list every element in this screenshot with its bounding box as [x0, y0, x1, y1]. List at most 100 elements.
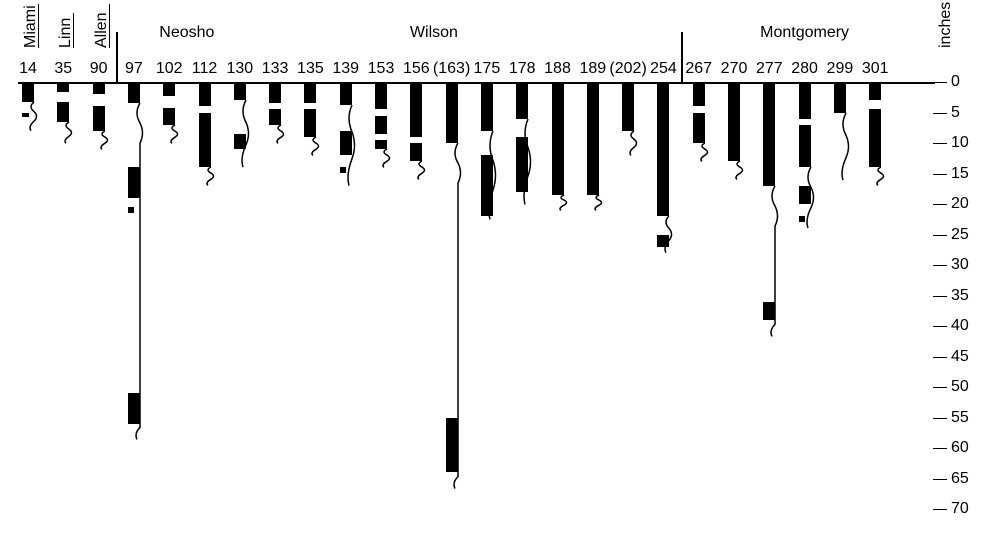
y-tick-label: 35	[951, 287, 969, 305]
column-tail	[193, 167, 217, 195]
column-number: 135	[297, 60, 324, 78]
column-tail	[298, 137, 322, 165]
region-label: Montgomery	[760, 24, 849, 42]
y-tick	[933, 387, 947, 388]
y-tick-label: 70	[951, 500, 969, 518]
column-tail	[828, 113, 852, 190]
y-tick	[933, 143, 947, 144]
coal-block	[304, 82, 316, 103]
column-number: 301	[862, 60, 889, 78]
coal-block	[128, 82, 140, 103]
y-tick	[933, 509, 947, 510]
y-tick	[933, 235, 947, 236]
y-tick-label: 60	[951, 439, 969, 457]
column-number: 175	[474, 60, 501, 78]
column-number: 156	[403, 60, 430, 78]
column-tail	[581, 195, 605, 220]
coal-block	[763, 82, 775, 186]
coal-block	[552, 82, 564, 195]
y-tick	[933, 296, 947, 297]
coal-block	[657, 82, 669, 216]
coal-block	[375, 82, 387, 109]
column-tail	[722, 161, 746, 189]
column-number: 280	[791, 60, 818, 78]
region-label: Wilson	[410, 24, 458, 42]
y-tick	[933, 174, 947, 175]
coal-block	[57, 82, 69, 92]
column-tail	[334, 105, 358, 196]
column-number: 14	[19, 60, 37, 78]
y-tick	[933, 204, 947, 205]
column-number: 189	[579, 60, 606, 78]
column-number: 112	[192, 60, 218, 78]
column-tail	[616, 131, 640, 165]
region-label: Miami	[22, 5, 40, 48]
stratigraphic-chart: inches 0510152025303540455055606570Miami…	[0, 0, 1000, 554]
column-number: 153	[368, 60, 395, 78]
coal-block	[93, 106, 105, 130]
y-tick-label: 40	[951, 317, 969, 335]
coal-block	[375, 140, 387, 149]
column-number: 133	[262, 60, 289, 78]
coal-block	[304, 109, 316, 136]
coal-block	[799, 125, 811, 168]
column-tail	[687, 143, 711, 171]
coal-block	[693, 113, 705, 144]
column-tail	[369, 149, 393, 177]
coal-block	[269, 109, 281, 124]
coal-block	[622, 82, 634, 131]
column-number: 35	[54, 60, 72, 78]
column-number: (163)	[433, 60, 470, 78]
y-tick-label: 55	[951, 409, 969, 427]
y-tick	[933, 265, 947, 266]
y-tick-label: 10	[951, 134, 969, 152]
region-label: Neosho	[159, 24, 214, 42]
coal-block	[340, 82, 352, 105]
region-label: Linn	[57, 18, 75, 48]
coal-block	[57, 102, 69, 122]
coal-block	[869, 82, 881, 100]
y-tick-label: 15	[951, 165, 969, 183]
column-number: 178	[509, 60, 536, 78]
column-tail	[863, 167, 887, 195]
baseline	[18, 82, 935, 84]
y-tick	[933, 479, 947, 480]
coal-block	[481, 82, 493, 131]
region-divider	[116, 32, 118, 82]
column-tail	[475, 131, 499, 229]
coal-block	[93, 82, 105, 94]
column-tail	[157, 125, 181, 153]
coal-block	[799, 82, 811, 119]
coal-block	[22, 82, 34, 102]
coal-block	[163, 82, 175, 96]
y-tick	[933, 326, 947, 327]
coal-block	[728, 82, 740, 161]
coal-block	[693, 82, 705, 106]
column-tail	[51, 122, 75, 153]
column-number: 270	[721, 60, 748, 78]
y-tick	[933, 418, 947, 419]
column-number: 188	[544, 60, 571, 78]
y-tick-label: 5	[951, 104, 960, 122]
column-tail	[228, 100, 252, 177]
column-number: 267	[685, 60, 712, 78]
coal-block	[869, 109, 881, 167]
column-tail	[757, 186, 781, 342]
y-tick	[933, 82, 947, 83]
column-number: 90	[90, 60, 108, 78]
column-tail	[122, 103, 146, 445]
column-tail	[510, 119, 534, 214]
region-divider	[681, 32, 683, 82]
column-tail	[263, 125, 287, 153]
y-tick	[933, 113, 947, 114]
coal-block	[834, 82, 846, 113]
coal-block	[199, 82, 211, 106]
y-tick-label: 20	[951, 195, 969, 213]
y-tick	[933, 357, 947, 358]
coal-block	[587, 82, 599, 195]
column-number: 130	[226, 60, 253, 78]
y-axis-label: inches	[937, 2, 955, 48]
column-tail	[87, 131, 111, 159]
coal-block	[375, 116, 387, 134]
column-number: 139	[332, 60, 359, 78]
